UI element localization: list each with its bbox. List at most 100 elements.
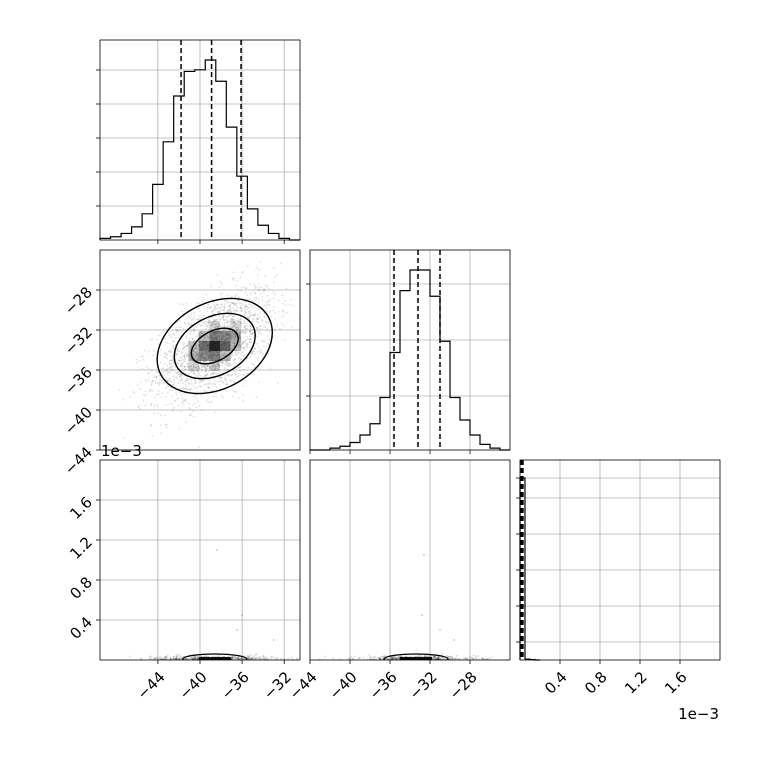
scatter-point: [246, 656, 249, 659]
scatter-point: [255, 653, 258, 656]
scatter-point: [185, 352, 188, 355]
scatter-point: [188, 372, 190, 375]
scatter-point: [246, 328, 249, 330]
scatter-point: [362, 656, 365, 659]
scatter-point: [237, 657, 240, 660]
scatter-point: [184, 366, 187, 368]
scatter-point: [221, 364, 223, 367]
scatter-point: [208, 319, 211, 322]
scatter-point: [187, 362, 190, 365]
scatter-point: [177, 362, 180, 365]
scatter-point: [239, 305, 242, 308]
scatter-point: [226, 362, 229, 364]
scatter-point: [200, 355, 203, 358]
scatter-point: [178, 359, 181, 362]
scatter-point: [237, 289, 240, 291]
scatter-point: [185, 658, 187, 660]
scatter-point: [166, 426, 168, 429]
scatter-point: [249, 653, 252, 656]
scatter-point: [213, 369, 216, 372]
scatter-point: [459, 658, 462, 660]
scatter-point: [233, 332, 236, 335]
scatter-point: [177, 371, 180, 374]
scatter-point: [220, 375, 223, 378]
scatter-point: [240, 309, 243, 312]
scatter-point: [181, 393, 184, 396]
scatter-point: [193, 345, 196, 348]
scatter-point: [229, 334, 232, 337]
scatter-point: [204, 374, 207, 377]
scatter-point: [169, 351, 172, 354]
scatter-point: [148, 657, 151, 659]
scatter-point: [239, 337, 242, 339]
scatter-point: [451, 657, 453, 660]
scatter-point: [187, 322, 190, 325]
scatter-point: [234, 303, 237, 306]
scatter-point: [194, 657, 197, 660]
scatter-point: [233, 277, 235, 279]
scatter-point: [218, 310, 221, 313]
scatter-point: [179, 357, 182, 359]
contour-line: [173, 312, 256, 380]
scatter-point: [243, 320, 246, 323]
scatter-point: [200, 354, 203, 357]
scatter-point: [392, 657, 394, 659]
scatter-point: [184, 657, 187, 660]
scatter-point: [240, 657, 243, 659]
scatter-point: [192, 372, 195, 375]
scatter-point: [240, 341, 243, 344]
scatter-point: [224, 339, 227, 342]
scatter-point: [200, 380, 202, 383]
scatter-point: [216, 326, 219, 328]
scatter-point: [192, 370, 194, 373]
scatter-point: [153, 404, 156, 407]
scatter-point: [192, 655, 195, 658]
scatter-point: [449, 658, 452, 660]
scatter-point: [167, 380, 169, 383]
scatter-point: [435, 657, 437, 659]
scatter-point: [142, 393, 145, 396]
scatter-point: [232, 369, 235, 372]
scatter-point: [207, 321, 210, 324]
scatter-point: [244, 291, 247, 294]
scatter-point: [391, 658, 394, 660]
scatter-point: [229, 333, 231, 336]
scatter-point: [302, 301, 304, 303]
scatter-point: [216, 273, 219, 276]
scatter-point: [196, 347, 198, 350]
hist-param1-panel: [96, 39, 301, 244]
scatter-point: [179, 373, 182, 376]
scatter-point: [200, 330, 203, 332]
scatter-point: [273, 293, 276, 296]
scatter-point: [166, 391, 169, 394]
scatter-point: [266, 327, 268, 330]
scatter-point: [175, 376, 178, 378]
scatter-point: [183, 342, 186, 345]
scatter-point: [405, 655, 407, 658]
scatter-point: [234, 336, 237, 339]
scatter-point: [242, 270, 245, 273]
scatter-point: [244, 325, 246, 328]
scatter-point: [218, 314, 221, 317]
scatter-layer: [115, 260, 304, 450]
scatter-point: [226, 301, 229, 304]
scatter-point: [238, 343, 241, 346]
scatter-point: [176, 653, 179, 656]
scatter-point: [215, 363, 218, 366]
scatter-point: [242, 373, 245, 376]
scatter-point: [194, 347, 197, 350]
scatter-point: [254, 285, 257, 288]
scatter-point: [204, 366, 207, 368]
scatter-point: [211, 395, 214, 398]
scatter-point: [227, 373, 229, 376]
scatter-point: [167, 373, 169, 375]
scatter-point: [169, 334, 171, 337]
scatter-point: [223, 300, 226, 302]
scatter-point: [263, 346, 266, 348]
scatter-point: [184, 398, 187, 401]
scatter-point: [222, 336, 225, 339]
scatter-point: [164, 386, 167, 389]
scatter-point: [184, 318, 187, 321]
scatter-point: [194, 657, 197, 660]
scatter-point: [208, 367, 211, 369]
